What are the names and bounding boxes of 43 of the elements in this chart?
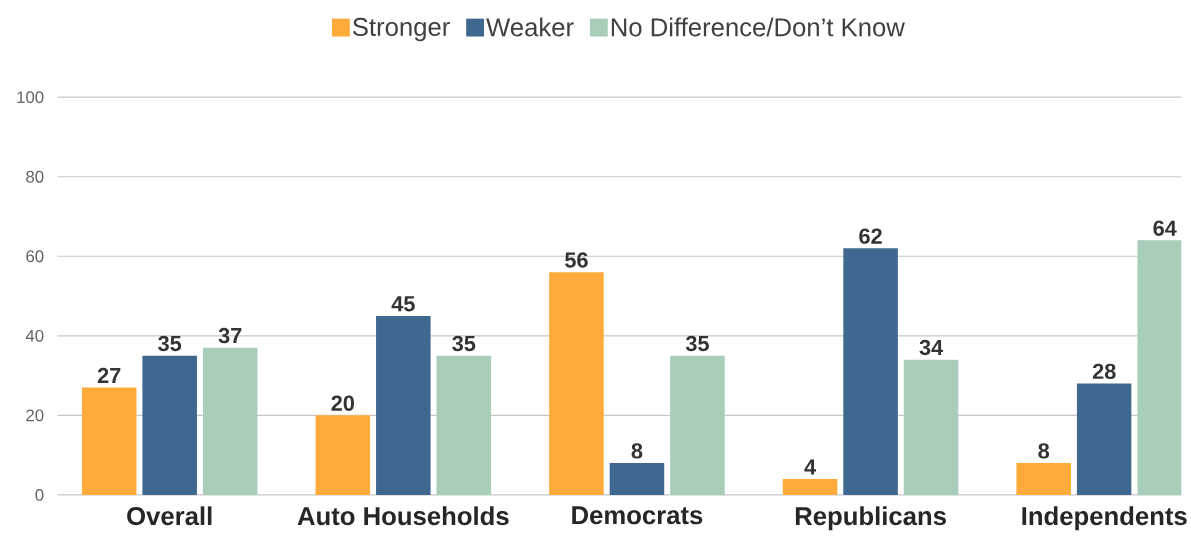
data-label: 62	[859, 228, 882, 244]
x-tick-label: Republicans	[795, 506, 946, 531]
bar	[670, 355, 725, 495]
data-label: 8	[1038, 443, 1050, 459]
bar	[436, 355, 492, 495]
bar	[142, 355, 197, 495]
data-label: 37	[218, 327, 242, 344]
data-label: 34	[919, 339, 944, 356]
bar	[549, 271, 604, 495]
x-tick-label: Independents	[1022, 506, 1187, 531]
data-label: 35	[158, 335, 182, 352]
y-tick-label: 0	[35, 488, 44, 501]
data-label: 8	[631, 443, 643, 459]
y-tick-label: 40	[25, 329, 44, 342]
x-tick-label: Overall	[127, 506, 212, 526]
legend-label: Weaker	[486, 17, 574, 37]
bar	[315, 415, 371, 495]
data-label: 20	[331, 395, 355, 411]
y-tick-label: 100	[17, 91, 44, 103]
bar	[903, 359, 959, 495]
bar	[782, 478, 838, 495]
data-label: 35	[685, 335, 709, 352]
legend-label: Stronger	[352, 17, 450, 41]
legend-label: No Difference/Don’t Know	[611, 17, 905, 37]
bar	[202, 347, 258, 495]
x-tick-label: Democrats	[572, 506, 703, 525]
y-tick-label: 20	[26, 409, 44, 422]
data-label: 64	[1153, 220, 1177, 236]
y-tick-label: 80	[26, 170, 44, 183]
bar	[376, 315, 431, 495]
data-label: 35	[452, 335, 476, 352]
bar	[1076, 383, 1132, 495]
data-label: 56	[565, 252, 588, 268]
data-label: 4	[804, 459, 817, 475]
data-label: 45	[391, 296, 415, 312]
bar	[1016, 462, 1071, 495]
bar	[843, 248, 898, 495]
x-tick-label: Auto Households	[297, 506, 509, 526]
y-tick-label: 60	[26, 250, 44, 263]
data-label: 28	[1092, 363, 1116, 379]
bar	[609, 462, 665, 495]
data-label: 27	[97, 367, 121, 383]
bar	[81, 387, 137, 495]
